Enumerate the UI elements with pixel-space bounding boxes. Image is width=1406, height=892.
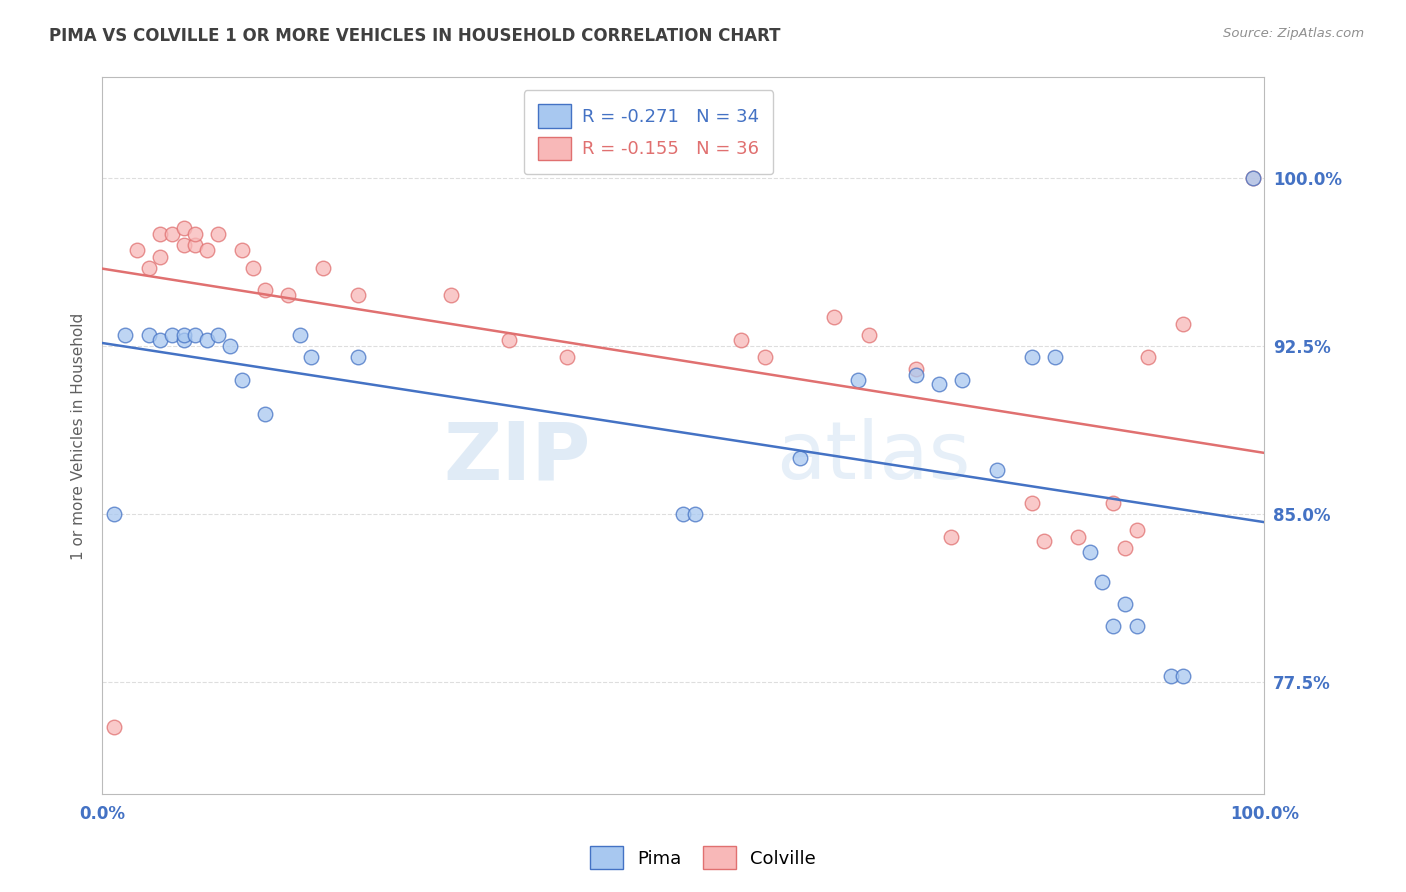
Point: [138, 260, 160, 275]
Point: [1125, 523, 1147, 537]
Point: [347, 287, 370, 301]
Point: [904, 361, 927, 376]
Point: [1160, 668, 1182, 682]
Point: [1091, 574, 1114, 589]
Point: [1171, 317, 1194, 331]
Point: [939, 530, 962, 544]
Point: [160, 328, 183, 343]
Point: [672, 508, 695, 522]
Point: [207, 328, 229, 343]
Point: [1114, 541, 1136, 555]
Point: [173, 328, 195, 343]
Point: [928, 377, 950, 392]
Point: [184, 238, 207, 252]
Point: [1021, 496, 1043, 510]
Point: [195, 333, 218, 347]
Point: [219, 339, 242, 353]
Point: [498, 333, 520, 347]
Legend: Pima, Colville: Pima, Colville: [581, 838, 825, 879]
Point: [730, 333, 752, 347]
Point: [312, 260, 335, 275]
Point: [195, 243, 218, 257]
Point: [1137, 351, 1160, 365]
Point: [789, 451, 811, 466]
Point: [1045, 351, 1067, 365]
Point: [986, 462, 1008, 476]
Point: [823, 310, 845, 325]
Point: [299, 351, 322, 365]
Point: [149, 333, 172, 347]
Point: [754, 351, 776, 365]
Text: ZIP: ZIP: [443, 418, 591, 497]
Point: [242, 260, 264, 275]
Text: Source: ZipAtlas.com: Source: ZipAtlas.com: [1223, 27, 1364, 40]
Point: [184, 328, 207, 343]
Point: [173, 238, 195, 252]
Point: [858, 328, 880, 343]
Point: [231, 373, 253, 387]
Point: [1067, 530, 1090, 544]
Point: [160, 227, 183, 242]
Point: [277, 287, 299, 301]
Point: [231, 243, 253, 257]
Text: PIMA VS COLVILLE 1 OR MORE VEHICLES IN HOUSEHOLD CORRELATION CHART: PIMA VS COLVILLE 1 OR MORE VEHICLES IN H…: [49, 27, 780, 45]
Point: [253, 407, 276, 421]
Point: [555, 351, 578, 365]
Point: [1102, 619, 1125, 633]
Point: [103, 508, 125, 522]
Point: [1021, 351, 1043, 365]
Point: [1102, 496, 1125, 510]
Point: [1078, 545, 1101, 559]
Point: [1241, 171, 1264, 186]
Point: [173, 333, 195, 347]
Point: [103, 720, 125, 734]
Point: [440, 287, 463, 301]
Point: [149, 227, 172, 242]
Y-axis label: 1 or more Vehicles in Household: 1 or more Vehicles in Household: [72, 312, 86, 559]
Point: [288, 328, 311, 343]
Point: [1241, 171, 1264, 186]
Point: [149, 250, 172, 264]
Point: [846, 373, 869, 387]
Point: [1114, 597, 1136, 611]
Point: [138, 328, 160, 343]
Point: [173, 220, 195, 235]
Point: [1032, 534, 1054, 549]
Point: [184, 227, 207, 242]
Point: [207, 227, 229, 242]
Text: atlas: atlas: [776, 418, 970, 497]
Point: [950, 373, 973, 387]
Point: [904, 368, 927, 383]
Point: [1125, 619, 1147, 633]
Point: [1171, 668, 1194, 682]
Point: [253, 283, 276, 297]
Point: [683, 508, 706, 522]
Point: [347, 351, 370, 365]
Point: [114, 328, 136, 343]
Legend: R = -0.271   N = 34, R = -0.155   N = 36: R = -0.271 N = 34, R = -0.155 N = 36: [524, 90, 773, 174]
Point: [125, 243, 148, 257]
